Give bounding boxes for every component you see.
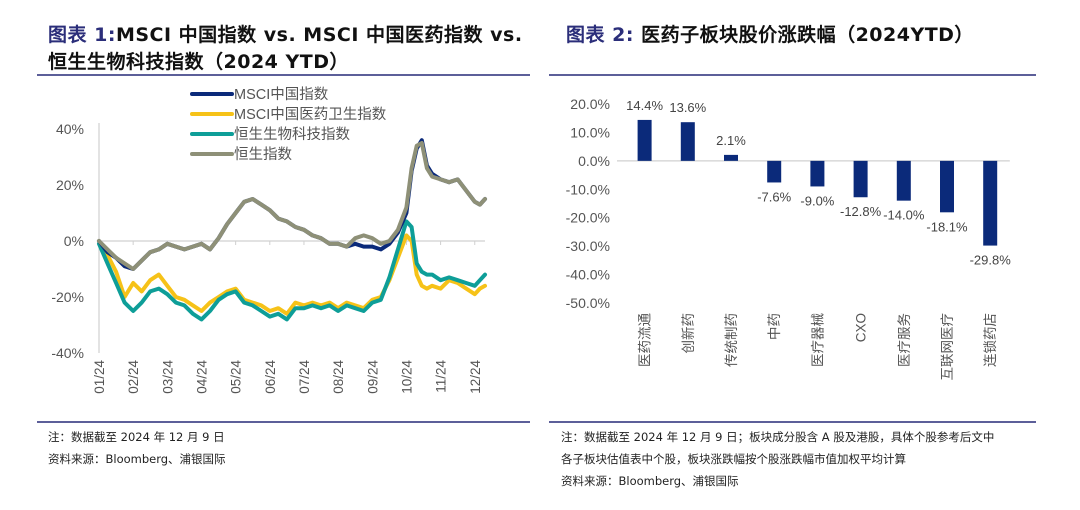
chart2-title-text: 医药子板块股价涨跌幅（2024YTD） <box>641 24 974 46</box>
chart2-source: 资料来源：Bloomberg、浦银国际 <box>561 474 739 488</box>
x-tick-label: 04/24 <box>194 360 209 394</box>
bar <box>896 160 911 201</box>
chart1-title-line2: 恒生生物科技指数（2024 YTD） <box>48 51 349 73</box>
category-label: 医药流通 <box>638 313 653 367</box>
bar <box>637 119 652 161</box>
category-label: 连锁药店 <box>983 313 998 367</box>
y-tick-label: -40% <box>51 345 84 361</box>
bar-data-label: -9.0% <box>800 193 834 208</box>
chart1-source: 资料来源：Bloomberg、浦银国际 <box>48 452 226 466</box>
bar <box>810 160 825 187</box>
legend-label-1: MSCI中国医药卫生指数 <box>234 106 387 123</box>
y-tick-label: -20% <box>51 289 84 305</box>
bar <box>983 160 998 246</box>
x-tick-label: 12/24 <box>468 360 483 394</box>
chart1-note: 注：数据截至 2024 年 12 月 9 日 <box>48 430 225 444</box>
chart2-title: 图表 2: 医药子板块股价涨跌幅（2024YTD） <box>566 22 1046 49</box>
chart1-notes: 注：数据截至 2024 年 12 月 9 日 资料来源：Bloomberg、浦银… <box>48 426 226 470</box>
y-tick-label: 0% <box>64 233 84 249</box>
line-chart: 40% 20% 0% -20% -40% 01/24 02/24 03/24 04/24 05/2… <box>51 86 487 394</box>
y-tick-label: -40.0% <box>566 267 610 283</box>
x-tick-label: 02/24 <box>126 360 141 394</box>
x-tick-label: 01/24 <box>92 360 107 394</box>
bar-data-label: -12.8% <box>840 204 882 219</box>
series-line-3 <box>97 141 487 271</box>
series-line-1 <box>97 233 487 316</box>
chart2-bottom-rule <box>549 421 1036 423</box>
bar-data-label: -7.6% <box>757 189 791 204</box>
bar <box>680 122 695 161</box>
y-tick-label: -10.0% <box>566 181 610 197</box>
bar-data-label: -29.8% <box>970 253 1012 268</box>
x-tick-label: 08/24 <box>331 360 346 394</box>
category-label: 医疗器械 <box>810 313 825 367</box>
bar-data-label: 13.6% <box>669 100 706 115</box>
category-label: 互联网医疗 <box>940 313 955 381</box>
bar-chart: 20.0% 10.0% 0.0% -10.0% -20.0% -30.0% -40.0% -5… <box>566 96 1012 381</box>
y-tick-label: 0.0% <box>578 153 610 169</box>
bar-data-label: -14.0% <box>883 208 925 223</box>
category-label: 创新药 <box>681 313 696 354</box>
chart2-title-rule <box>549 74 1036 76</box>
y-tick-label: -50.0% <box>566 295 610 311</box>
chart1-title-rule <box>37 74 530 76</box>
x-tick-label: 09/24 <box>365 360 380 394</box>
bar-data-label: 14.4% <box>626 98 663 113</box>
bar <box>724 154 738 161</box>
y-tick-label: 20% <box>56 177 84 193</box>
chart1-title-line1: MSCI 中国指数 vs. MSCI 中国医药指数 vs. <box>115 24 523 46</box>
legend-label-3: 恒生指数 <box>234 146 292 163</box>
x-tick-label: 10/24 <box>399 360 414 394</box>
series-line-2 <box>97 219 487 322</box>
y-tick-label: 40% <box>56 121 84 137</box>
category-label: 中药 <box>767 313 782 340</box>
bar <box>767 160 782 183</box>
legend-label-0: MSCI中国指数 <box>234 86 329 103</box>
chart1-bottom-rule <box>37 421 530 423</box>
category-label: 医疗服务 <box>897 313 912 367</box>
chart2-note-line1: 注：数据截至 2024 年 12 月 9 日；板块成分股含 A 股及港股，具体个… <box>561 430 995 444</box>
chart2-title-label: 图表 2: <box>566 24 634 46</box>
bar <box>940 160 954 213</box>
legend-label-2: 恒生生物科技指数 <box>234 126 350 143</box>
x-tick-label: 05/24 <box>229 360 244 394</box>
bar <box>853 160 868 198</box>
y-tick-label: 20.0% <box>570 96 610 112</box>
chart1-title-label: 图表 1: <box>48 24 116 46</box>
bar-data-label: -18.1% <box>926 219 968 234</box>
chart1-title: 图表 1:MSCI 中国指数 vs. MSCI 中国医药指数 vs. 恒生生物科… <box>48 22 528 76</box>
category-label: CXO <box>854 313 869 342</box>
category-label: 传统制药 <box>724 313 739 367</box>
chart2-notes: 注：数据截至 2024 年 12 月 9 日；板块成分股含 A 股及港股，具体个… <box>561 426 994 492</box>
y-tick-label: 10.0% <box>570 124 610 140</box>
chart2-note-line2: 各子板块估值表中个股，板块涨跌幅按个股涨跌幅市值加权平均计算 <box>561 452 906 466</box>
x-tick-label: 06/24 <box>263 360 278 394</box>
y-tick-label: -30.0% <box>566 238 610 254</box>
bar-data-label: 2.1% <box>716 133 746 148</box>
x-tick-label: 11/24 <box>434 360 449 393</box>
x-tick-label: 03/24 <box>160 360 175 394</box>
y-tick-label: -20.0% <box>566 210 610 226</box>
x-tick-label: 07/24 <box>297 360 312 394</box>
